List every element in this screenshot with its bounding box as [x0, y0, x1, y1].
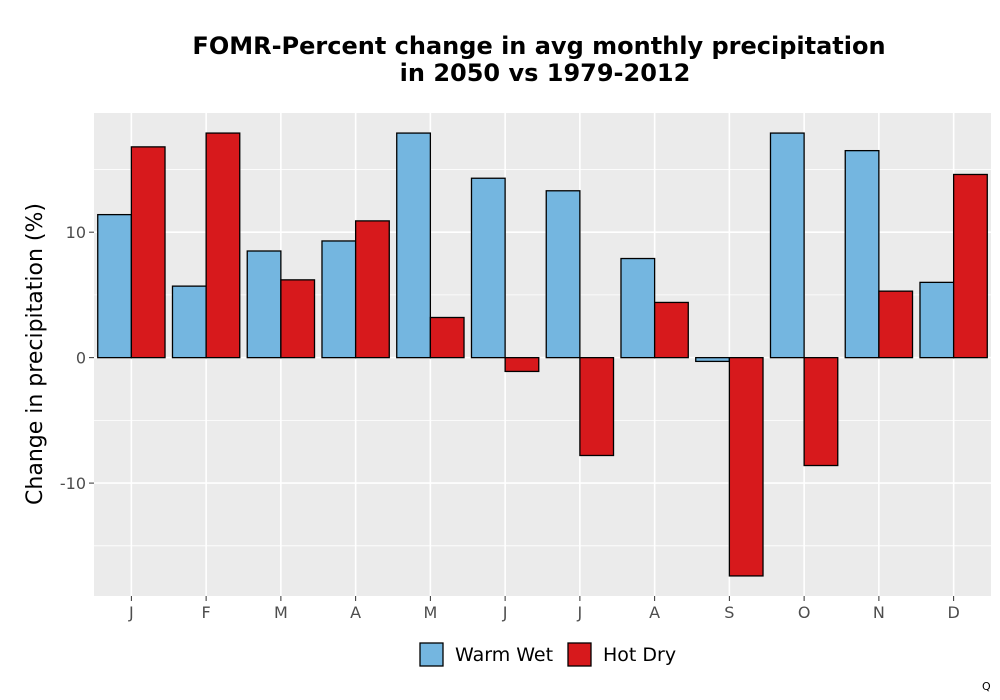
x-tick-label: F: [202, 603, 211, 622]
bar-hot-dry: [728, 356, 764, 577]
bar-hot-dry: [205, 132, 241, 359]
bars: [97, 132, 988, 577]
x-tick-label: M: [274, 603, 288, 622]
y-tick-label: -10: [60, 474, 86, 493]
bar-warm-wet: [545, 190, 581, 359]
bar-hot-dry: [878, 290, 914, 359]
bar-warm-wet: [246, 250, 282, 359]
bar-warm-wet: [396, 132, 432, 359]
x-tick-label: A: [649, 603, 660, 622]
x-tick-label: N: [873, 603, 885, 622]
bar-warm-wet: [695, 356, 731, 363]
chart-title-line-1: FOMR-Percent change in avg monthly preci…: [192, 32, 885, 60]
bar-hot-dry: [354, 220, 390, 359]
y-axis-label: Change in precipitation (%): [23, 203, 48, 505]
y-tick-label: 10: [66, 223, 86, 242]
bar-warm-wet: [470, 177, 506, 359]
bar-hot-dry: [504, 356, 540, 373]
bar-hot-dry: [653, 301, 689, 359]
bar-warm-wet: [769, 132, 805, 359]
chart-title-line-2: in 2050 vs 1979-2012: [400, 59, 691, 87]
legend-key-warm-wet: [419, 642, 444, 667]
bar-warm-wet: [171, 285, 207, 359]
bar-hot-dry: [579, 356, 615, 457]
x-tick-label: A: [350, 603, 361, 622]
bar-warm-wet: [97, 213, 133, 359]
corner-mark: Q: [982, 680, 991, 693]
plot-panel: [94, 113, 991, 596]
x-tick-label: S: [724, 603, 734, 622]
x-tick-label: D: [947, 603, 959, 622]
legend: Warm Wet Hot Dry: [419, 642, 676, 667]
x-tick-label: J: [577, 603, 583, 622]
bar-hot-dry: [429, 316, 465, 359]
legend-label-hot-dry: Hot Dry: [603, 644, 676, 666]
legend-key-hot-dry: [567, 642, 592, 667]
bar-hot-dry: [952, 173, 988, 359]
bar-hot-dry: [280, 279, 316, 359]
bar-warm-wet: [321, 240, 357, 359]
x-tick-label: M: [423, 603, 437, 622]
legend-label-warm-wet: Warm Wet: [455, 644, 553, 666]
x-tick-label: O: [798, 603, 811, 622]
y-tick-label: 0: [76, 349, 86, 368]
x-tick-label: J: [502, 603, 508, 622]
y-axis-ticks: -10 0 10: [60, 223, 94, 493]
bar-hot-dry: [130, 146, 166, 359]
bar-warm-wet: [844, 149, 880, 359]
bar-hot-dry: [803, 356, 839, 467]
bar-warm-wet: [620, 257, 656, 359]
bar-warm-wet: [919, 281, 955, 359]
x-tick-label: J: [128, 603, 134, 622]
